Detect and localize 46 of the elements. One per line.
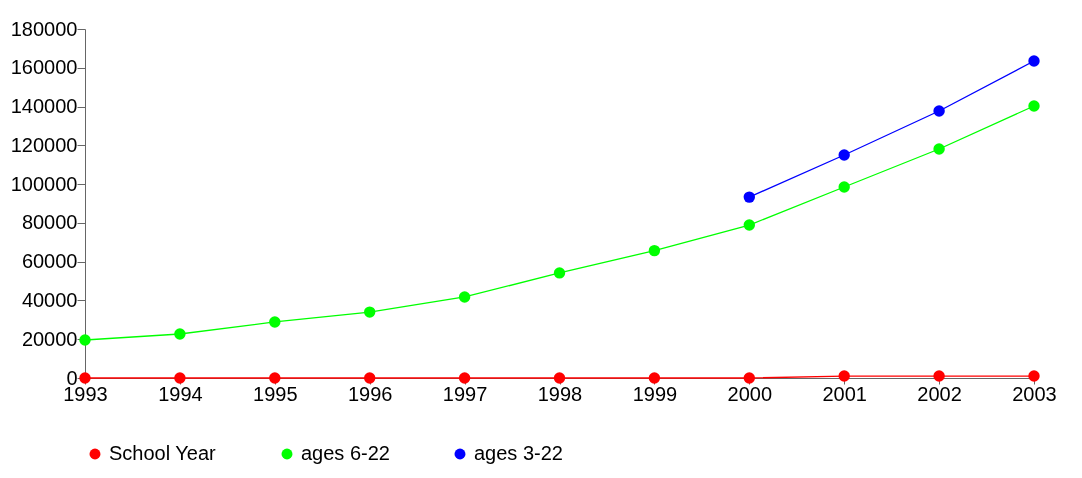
point (174, 328, 186, 340)
y-tick-label: 60000 (21, 250, 78, 273)
point (458, 372, 471, 384)
x-tick-label: 2003 (1012, 382, 1057, 405)
x-tick-label: 2000 (727, 382, 773, 405)
point (933, 143, 945, 155)
y-tick-label: 100000 (10, 172, 78, 195)
point (364, 372, 376, 384)
point (648, 372, 661, 384)
x-tick-label: 1997 (442, 382, 488, 405)
point (458, 291, 471, 303)
point (553, 372, 566, 384)
point (838, 181, 850, 193)
point (174, 372, 186, 384)
point (553, 267, 566, 279)
y-tick-label: 20000 (21, 327, 78, 350)
x-tick-label: 1994 (158, 382, 203, 405)
x-tick-label: 2001 (822, 382, 867, 405)
point (933, 105, 945, 117)
point (269, 372, 281, 384)
point (743, 191, 755, 203)
point (1028, 100, 1040, 112)
y-tick-label: 180000 (10, 17, 78, 40)
point (648, 244, 661, 257)
point (79, 334, 91, 346)
legend-label: School Year (109, 442, 217, 464)
y-tick-label: 160000 (10, 56, 78, 79)
y-tick-label: 140000 (10, 95, 78, 118)
point (269, 316, 281, 328)
x-tick-label: 1995 (253, 382, 298, 405)
y-tick-label: 80000 (21, 211, 78, 234)
point (743, 372, 755, 384)
x-tick-label: 1996 (347, 382, 393, 405)
y-tick-label: 120000 (10, 133, 78, 156)
point (838, 149, 850, 161)
point (364, 306, 376, 318)
x-tick-label: 1999 (632, 382, 678, 405)
legend-label: ages 6-22 (301, 442, 390, 464)
legend-label: ages 3-22 (474, 442, 563, 464)
point (838, 370, 850, 382)
point (1028, 55, 1040, 67)
y-tick-label: 40000 (21, 288, 78, 311)
point (933, 370, 945, 382)
point (743, 219, 755, 231)
x-tick-label: 1998 (537, 382, 583, 405)
x-tick-label: 2002 (917, 382, 962, 405)
